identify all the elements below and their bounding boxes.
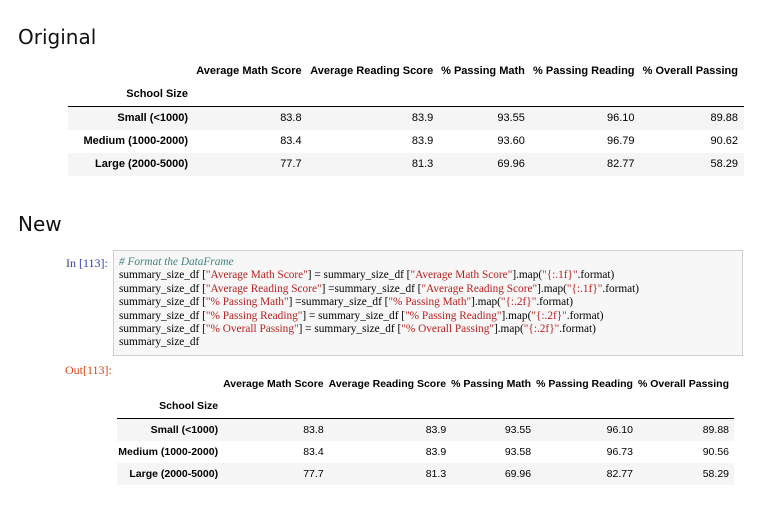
code-line: summary_size_df [119,336,200,349]
code-line: summary_size_df ["Average Math Score"] =… [119,269,615,282]
table-cell: 93.55 [497,112,525,125]
table-cell: 89.88 [710,112,738,125]
new-heading: New [18,212,62,236]
table-cell: 93.58 [504,445,532,458]
row-label: Small (<1000) [117,112,188,125]
table-cell: 81.3 [411,158,434,170]
table-cell: 77.7 [303,467,324,480]
row-label: Large (2000-5000) [95,158,188,170]
table-cell: 96.73 [606,445,633,458]
output-prompt: Out[113]: [65,363,112,377]
code-line: summary_size_df ["Average Reading Score"… [119,282,640,295]
column-header-average-math-score: Average Math Score [223,378,324,390]
row-label: Medium (1000-2000) [118,445,219,458]
table-cell: 90.62 [710,135,738,147]
table-cell: 83.8 [303,423,324,436]
column-header-passing-reading: % Passing Reading [536,378,633,390]
table-cell: 96.10 [606,423,633,436]
column-header-overall-passing: % Overall Passing [642,65,738,77]
table-cell: 83.8 [280,112,302,125]
table-header-row: Average Math Score Average Reading Score… [117,374,734,394]
column-header-average-math-score: Average Math Score [196,65,302,77]
row-label: Small (<1000) [150,423,219,436]
table-cell: 69.96 [504,467,532,480]
table-cell: 96.79 [607,135,635,147]
original-dataframe-table: Average Math Score Average Reading Score… [68,60,744,176]
index-name-row: School Size [117,394,734,419]
table-cell: 81.3 [425,467,447,480]
column-header-passing-math: % Passing Math [441,65,525,77]
table-header-row: Average Math Score Average Reading Score… [68,60,744,82]
index-corner [117,374,223,394]
row-label: Large (2000-5000) [129,467,219,480]
index-corner [68,60,194,82]
row-label: Medium (1000-2000) [83,135,188,147]
table-cell: 82.77 [606,467,633,480]
column-header-average-reading-score: Average Reading Score [310,65,434,77]
table-row: Medium (1000-2000) 83.4 83.9 93.60 96.79… [68,130,744,153]
input-prompt: In [113]: [66,256,108,270]
table-cell: 83.4 [303,445,324,458]
new-dataframe-table: Average Math Score Average Reading Score… [117,374,734,485]
code-line: summary_size_df ["% Passing Reading"] = … [119,309,604,322]
column-header-overall-passing: % Overall Passing [637,378,729,390]
index-name: School Size [117,394,224,419]
code-cell[interactable]: # Format the DataFrame summary_size_df [… [113,250,743,356]
table-cell: 58.29 [702,467,729,480]
column-header-passing-math: % Passing Math [451,378,532,390]
table-cell: 83.4 [280,135,302,147]
index-name: School Size [68,82,194,107]
table-row: Small (<1000) 83.8 83.9 93.55 96.10 89.8… [117,418,734,441]
table-cell: 83.9 [425,423,447,436]
table-cell: 77.7 [280,158,302,170]
table-cell: 82.77 [607,158,635,170]
table-cell: 83.9 [425,445,447,458]
column-header-average-reading-score: Average Reading Score [328,378,447,390]
table-row: Medium (1000-2000) 83.4 83.9 93.58 96.73… [117,441,734,463]
table-row: Small (<1000) 83.8 83.9 93.55 96.10 89.8… [68,106,744,130]
original-heading: Original [18,25,97,49]
table-cell: 58.29 [710,158,738,170]
table-cell: 93.60 [497,135,525,147]
table-cell: 93.55 [504,423,532,436]
code-comment: # Format the DataFrame [119,256,234,268]
index-name-row: School Size [68,82,744,107]
table-row: Large (2000-5000) 77.7 81.3 69.96 82.77 … [68,152,744,176]
table-cell: 96.10 [607,112,635,125]
table-cell: 83.9 [411,112,434,125]
table-cell: 69.96 [497,158,525,170]
table-cell: 89.88 [702,423,729,436]
column-header-passing-reading: % Passing Reading [533,65,635,77]
code-line: summary_size_df ["% Overall Passing"] = … [119,323,596,336]
table-cell: 83.9 [411,135,434,147]
table-row: Large (2000-5000) 77.7 81.3 69.96 82.77 … [117,462,734,485]
table-cell: 90.56 [702,445,729,458]
code-line: summary_size_df ["% Passing Math"] =summ… [119,296,574,309]
